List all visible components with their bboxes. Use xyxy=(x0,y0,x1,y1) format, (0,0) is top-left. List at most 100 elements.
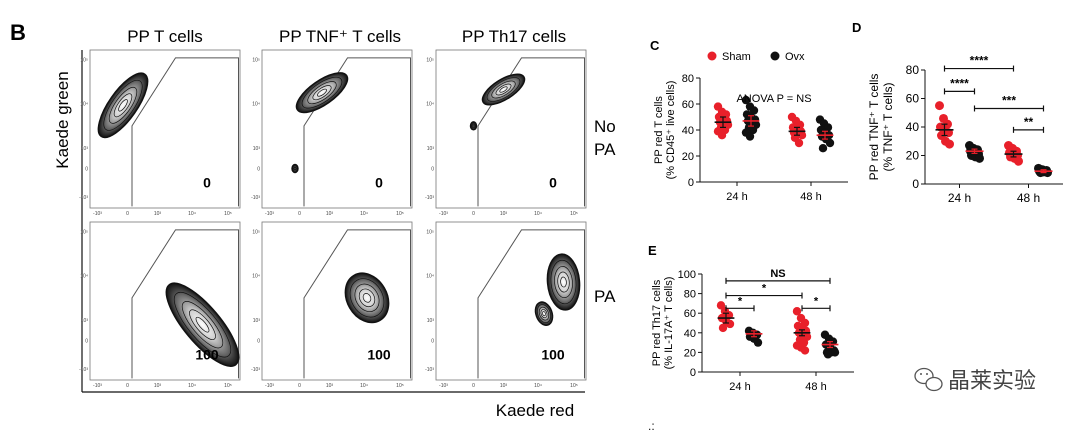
flow-x-tick-label: 0 xyxy=(126,211,129,217)
x-tick-label: 48 h xyxy=(1017,191,1040,205)
flow-plot-r0-c2: 10⁵ 10⁴ 10³ 0 -10³ -10³ 0 10³ 10⁴ 10⁵ 0 xyxy=(425,49,587,217)
flow-x-tick-label: 10⁵ xyxy=(224,211,232,217)
flow-contour-ring xyxy=(292,165,298,172)
comparison-label: * xyxy=(762,283,767,295)
x-tick-label: 24 h xyxy=(948,191,971,205)
flow-x-tick-label: 10⁴ xyxy=(360,383,368,389)
flow-x-tick-label: 10³ xyxy=(326,383,334,389)
data-point-sham xyxy=(935,101,944,111)
flow-contour-ring xyxy=(550,259,577,305)
y-tick-label: 0 xyxy=(912,177,919,191)
flow-contour-ring xyxy=(294,167,296,170)
legend-ovx-marker xyxy=(770,51,780,61)
y-axis-label: PP red T cells xyxy=(653,96,665,164)
flow-y-tick-label: 0 xyxy=(431,167,434,173)
flow-y-tick-label: 10³ xyxy=(427,318,435,324)
data-point-sham xyxy=(792,307,802,316)
gate-value: 0 xyxy=(203,174,211,190)
flow-contour-ring xyxy=(195,316,210,333)
flow-x-tick-label: 0 xyxy=(472,211,475,217)
wechat-icon xyxy=(914,367,943,392)
flow-contour xyxy=(469,121,478,131)
flow-y-tick-label: 10³ xyxy=(427,146,435,152)
flow-x-tick-label: 10⁵ xyxy=(396,211,404,217)
flow-x-tick-label: -10³ xyxy=(93,383,102,389)
gate-value: 100 xyxy=(367,346,391,362)
y-axis-label: PP red TNF⁺ T cells xyxy=(867,74,881,181)
row-label-pa: PA xyxy=(594,287,616,306)
flow-contour-ring xyxy=(173,291,232,358)
flow-plot-r1-c0: 10⁵ 10⁴ 10³ 0 -10³ -10³ 0 10³ 10⁴ 10⁵ 100 xyxy=(79,221,241,389)
y-tick-label: 80 xyxy=(682,73,694,85)
y-tick-label: 40 xyxy=(906,120,920,134)
flow-y-tick-label: 10⁴ xyxy=(80,102,88,108)
flow-x-tick-label: 10³ xyxy=(500,383,508,389)
x-axis-label: Kaede red xyxy=(496,401,574,420)
data-point-sham xyxy=(716,301,726,310)
y-axis-label: (% TNF⁺ T cells) xyxy=(881,82,895,171)
data-point-ovx xyxy=(818,144,828,153)
flow-gate xyxy=(303,229,411,379)
flow-contour-ring xyxy=(486,77,521,102)
flow-contour-ring xyxy=(344,272,390,324)
flow-plot-r0-c1: 10⁵ 10⁴ 10³ 0 -10³ -10³ 0 10³ 10⁴ 10⁵ 0 xyxy=(251,49,413,217)
y-tick-label: 60 xyxy=(906,92,920,106)
watermark: 晶莱实验 xyxy=(914,367,1036,394)
flow-x-tick-label: -10³ xyxy=(265,211,274,217)
flow-y-tick-label: 10³ xyxy=(81,318,89,324)
watermark-text: 晶莱实验 xyxy=(948,369,1036,394)
flow-y-tick-label: 0 xyxy=(257,167,260,173)
flow-contour-ring xyxy=(470,122,477,130)
flow-x-tick-label: 10³ xyxy=(154,383,162,389)
flow-x-tick-label: -10³ xyxy=(265,383,274,389)
flow-contour-ring xyxy=(546,253,581,311)
gate-value: 100 xyxy=(541,346,565,362)
x-tick-label: 24 h xyxy=(726,191,747,203)
data-point-ovx xyxy=(745,132,755,141)
y-tick-label: 60 xyxy=(684,308,696,320)
flow-contour-ring xyxy=(354,283,380,312)
flow-y-tick-label: 10⁵ xyxy=(80,57,88,63)
flow-y-tick-label: -10³ xyxy=(251,195,260,201)
panel-b: B PP T cells PP TNF⁺ T cells PP Th17 cel… xyxy=(10,20,616,420)
flow-y-tick-label: 10⁴ xyxy=(426,102,434,108)
flow-x-tick-label: 10⁵ xyxy=(570,211,578,217)
row-label-no-pa-2: PA xyxy=(594,140,616,159)
y-tick-label: 40 xyxy=(682,125,694,137)
flow-gate xyxy=(477,57,585,207)
flow-y-tick-label: 10⁴ xyxy=(252,102,260,108)
flow-contour-ring xyxy=(291,163,299,174)
flow-x-tick-label: 10⁴ xyxy=(188,211,196,217)
comparison-label: **** xyxy=(970,54,989,68)
flow-x-tick-label: 0 xyxy=(472,383,475,389)
stray-mark: .: xyxy=(648,419,655,430)
data-point-ovx xyxy=(749,106,759,115)
y-tick-label: 80 xyxy=(906,63,920,77)
flow-contour-ring xyxy=(469,121,478,131)
flow-gate xyxy=(303,57,411,207)
flow-x-tick-label: 10³ xyxy=(154,211,162,217)
data-point-ovx xyxy=(825,138,835,148)
flow-x-tick-label: -10³ xyxy=(439,211,448,217)
flow-contour-ring xyxy=(307,81,337,105)
data-point-ovx xyxy=(830,348,840,357)
flow-x-tick-label: 10³ xyxy=(500,211,508,217)
flow-contour-ring xyxy=(538,306,550,321)
flow-plot-r0-c0: 10⁵ 10⁴ 10³ 0 -10³ -10³ 0 10³ 10⁴ 10⁵ 0 xyxy=(79,49,241,217)
panel-e-letter: E xyxy=(648,243,657,258)
data-point-ovx xyxy=(1043,168,1052,178)
y-tick-label: 0 xyxy=(690,367,696,379)
data-point-ovx xyxy=(753,338,763,347)
flow-contour xyxy=(546,253,581,311)
chart-annotation: ANOVA P = NS xyxy=(736,93,811,105)
column-title-t-cells: PP T cells xyxy=(127,27,203,46)
flow-x-tick-label: 0 xyxy=(298,383,301,389)
flow-contour-ring xyxy=(495,83,512,96)
flow-y-tick-label: 10⁵ xyxy=(426,229,434,235)
flow-contour xyxy=(295,72,349,114)
chart-d: 0 20 40 60 80 PP red TNF⁺ T cells (% TNF⁺ T ce… xyxy=(867,54,1063,205)
flow-y-tick-label: 10⁵ xyxy=(252,57,260,63)
flow-contour-ring xyxy=(103,79,143,131)
chart-c: 0 20 40 60 80 PP red T cells (% CD45⁺ live cel… xyxy=(653,73,848,203)
flow-y-tick-label: -10³ xyxy=(79,367,88,373)
